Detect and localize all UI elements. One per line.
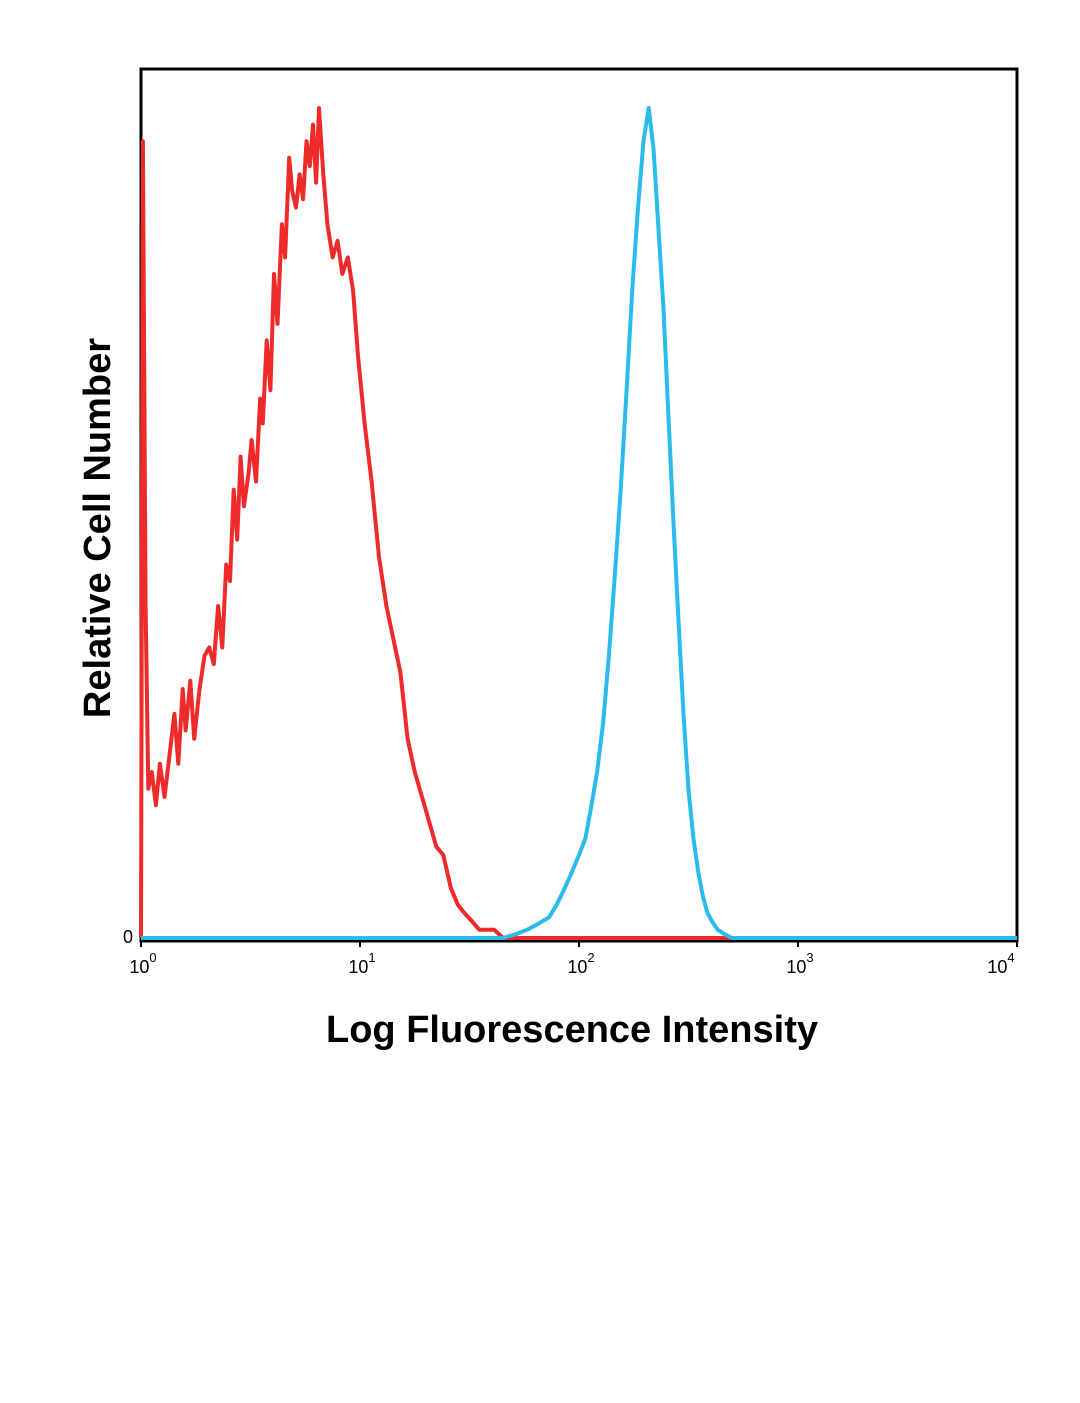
plot-frame bbox=[139, 67, 1019, 943]
x-tick-exponent: 1 bbox=[368, 950, 375, 965]
series-layer bbox=[139, 106, 1017, 940]
x-tick-exponent: 0 bbox=[149, 950, 156, 965]
x-axis-label: Log Fluorescence Intensity bbox=[326, 1009, 818, 1051]
x-tick-exponent: 3 bbox=[806, 950, 813, 965]
histogram-line-1 bbox=[139, 106, 1017, 940]
x-tick-base: 10 bbox=[987, 957, 1007, 977]
x-tick-label: 102 bbox=[567, 950, 594, 977]
x-tick-exponent: 4 bbox=[1007, 950, 1014, 965]
x-tick-label: 104 bbox=[987, 950, 1014, 977]
x-tick-label: 101 bbox=[348, 950, 375, 977]
x-tick-layer: 100 101 102 103 104 bbox=[129, 941, 1018, 977]
y-axis-label: Relative Cell Number bbox=[77, 338, 119, 718]
y-tick-layer: 0 bbox=[123, 927, 133, 947]
x-tick-label: 103 bbox=[786, 950, 813, 977]
x-tick-base: 10 bbox=[129, 957, 149, 977]
y-tick-label: 0 bbox=[123, 927, 133, 947]
histogram-line-2 bbox=[141, 106, 1017, 940]
x-tick-base: 10 bbox=[567, 957, 587, 977]
x-tick-label: 100 bbox=[129, 950, 156, 977]
x-tick-exponent: 2 bbox=[587, 950, 594, 965]
x-tick-base: 10 bbox=[786, 957, 806, 977]
x-tick-base: 10 bbox=[348, 957, 368, 977]
